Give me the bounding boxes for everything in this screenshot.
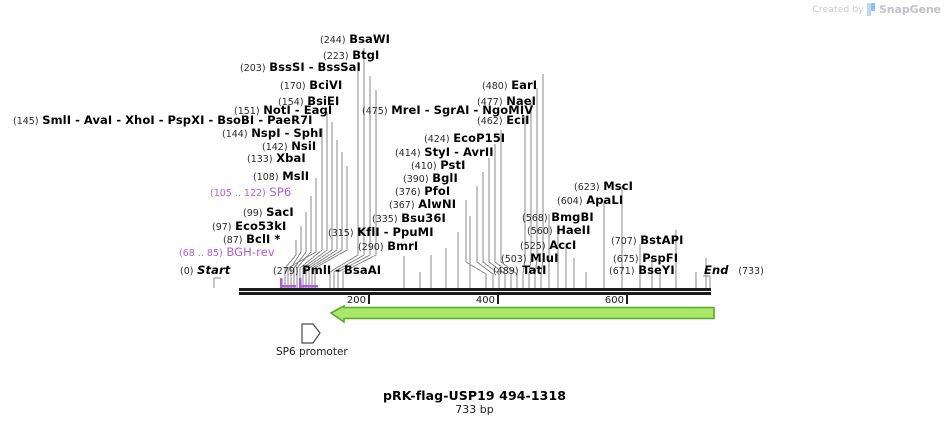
enzyme-label-acci[interactable]: (525) AccI [520, 238, 577, 252]
enzyme-label-bsawi[interactable]: (244) BsaWI [320, 32, 391, 46]
ruler-tick-400 [497, 295, 499, 304]
enzyme-label-noti[interactable]: (151) NotI - EagI [234, 103, 333, 117]
enzyme-label-nspi[interactable]: (144) NspI - SphI [222, 126, 323, 140]
enzyme-label-nsii[interactable]: (142) NsiI [262, 139, 317, 153]
enzyme-label-tati[interactable]: (489) TatI [493, 263, 547, 277]
enzyme-label-smli[interactable]: (145) SmlI - AvaI - XhoI - PspXI - BsoBI… [13, 113, 313, 127]
sequence-backbone-top[interactable] [239, 288, 711, 291]
enzyme-label-bsu36i[interactable]: (335) Bsu36I [372, 211, 446, 225]
enzyme-label-alwni[interactable]: (367) AlwNI [389, 197, 457, 211]
enzyme-label-earl[interactable]: (480) EarI [482, 78, 538, 92]
enzyme-label-bcli[interactable]: (87) BclI * [223, 232, 281, 246]
enzyme-label-msli[interactable]: (108) MslI [253, 169, 310, 183]
enzyme-label-psti[interactable]: (410) PstI [411, 158, 466, 172]
enzyme-label-mrei[interactable]: (475) MreI - SgrAI - NgoMIV [362, 103, 534, 117]
enzyme-label-apali[interactable]: (604) ApaLI [557, 193, 624, 207]
enzyme-label-bsiei[interactable]: (154) BsiEI [278, 94, 340, 108]
enzyme-label-bmgbi[interactable]: (568) BmgBI [522, 210, 594, 224]
plasmid-title: pRK-flag-USP19 494-1318 [382, 388, 567, 403]
ruler-tick-200 [368, 295, 370, 304]
enzyme-label-pmli[interactable]: (279) PmlI - BsaAI [273, 263, 382, 277]
snapgene-logo-icon [866, 3, 876, 16]
enzyme-label-bgli[interactable]: (390) BglI [403, 171, 458, 185]
feature-arrow-sp6-promoter[interactable] [300, 322, 322, 346]
sequence-backbone-gap [239, 291, 711, 292]
snapgene-watermark: Created by SnapGene [812, 3, 941, 16]
ruler-label-600: 600 [604, 295, 624, 306]
enzyme-label-naei[interactable]: (477) NaeI [477, 94, 537, 108]
feature-caption-sp6-promoter: SP6 promoter [276, 346, 348, 358]
enzyme-label-pspfi[interactable]: (675) PspFI [613, 251, 679, 265]
enzyme-label-kfli[interactable]: (315) KflI - PpuMI [328, 225, 434, 239]
ruler-tick-600 [626, 295, 628, 304]
ruler-label-400: 400 [475, 295, 495, 306]
enzyme-label-bcivi[interactable]: (170) BciVI [280, 78, 343, 92]
plasmid-length: 733 bp [455, 403, 494, 416]
enzyme-label-styi[interactable]: (414) StyI - AvrII [395, 145, 494, 159]
sequence-end-marker[interactable]: End (733) [704, 263, 764, 277]
enzyme-label-eco53ki[interactable]: (97) Eco53kI [212, 219, 287, 233]
enzyme-label-pfoi[interactable]: (376) PfoI [395, 184, 451, 198]
enzyme-label-btgi[interactable]: (223) BtgI [323, 48, 380, 62]
watermark-prefix: Created by [812, 4, 864, 15]
enzyme-label-ecii[interactable]: (462) EciI [477, 113, 530, 127]
enzyme-label-ecop15i[interactable]: (424) EcoP15I [424, 131, 506, 145]
enzyme-label-bsssi[interactable]: (203) BssSI - BssSaI [240, 60, 361, 74]
enzyme-label-saci[interactable]: (99) SacI [243, 205, 294, 219]
feature-label-sp6[interactable]: (105 .. 122) SP6 [210, 185, 292, 199]
enzyme-label-bmri[interactable]: (290) BmrI [358, 239, 419, 253]
enzyme-label-msci[interactable]: (623) MscI [574, 179, 633, 193]
enzyme-label-haeii[interactable]: (560) HaeII [527, 223, 591, 237]
enzyme-label-xbai[interactable]: (133) XbaI [247, 151, 306, 165]
watermark-brand: SnapGene [878, 3, 941, 16]
feature-label-bgh-rev[interactable]: (68 .. 85) BGH-rev [179, 245, 275, 259]
enzyme-label-mlui[interactable]: (503) MluI [501, 251, 559, 265]
sequence-start-marker[interactable]: (0) Start [180, 263, 231, 277]
enzyme-label-bseyi[interactable]: (671) BseYI [609, 263, 675, 277]
ruler-label-200: 200 [346, 295, 366, 306]
orf-arrow-sp6-promoter[interactable] [329, 304, 716, 324]
enzyme-label-bstapi[interactable]: (707) BstAPI [611, 233, 684, 247]
sequence-backbone-bottom[interactable] [239, 292, 711, 295]
